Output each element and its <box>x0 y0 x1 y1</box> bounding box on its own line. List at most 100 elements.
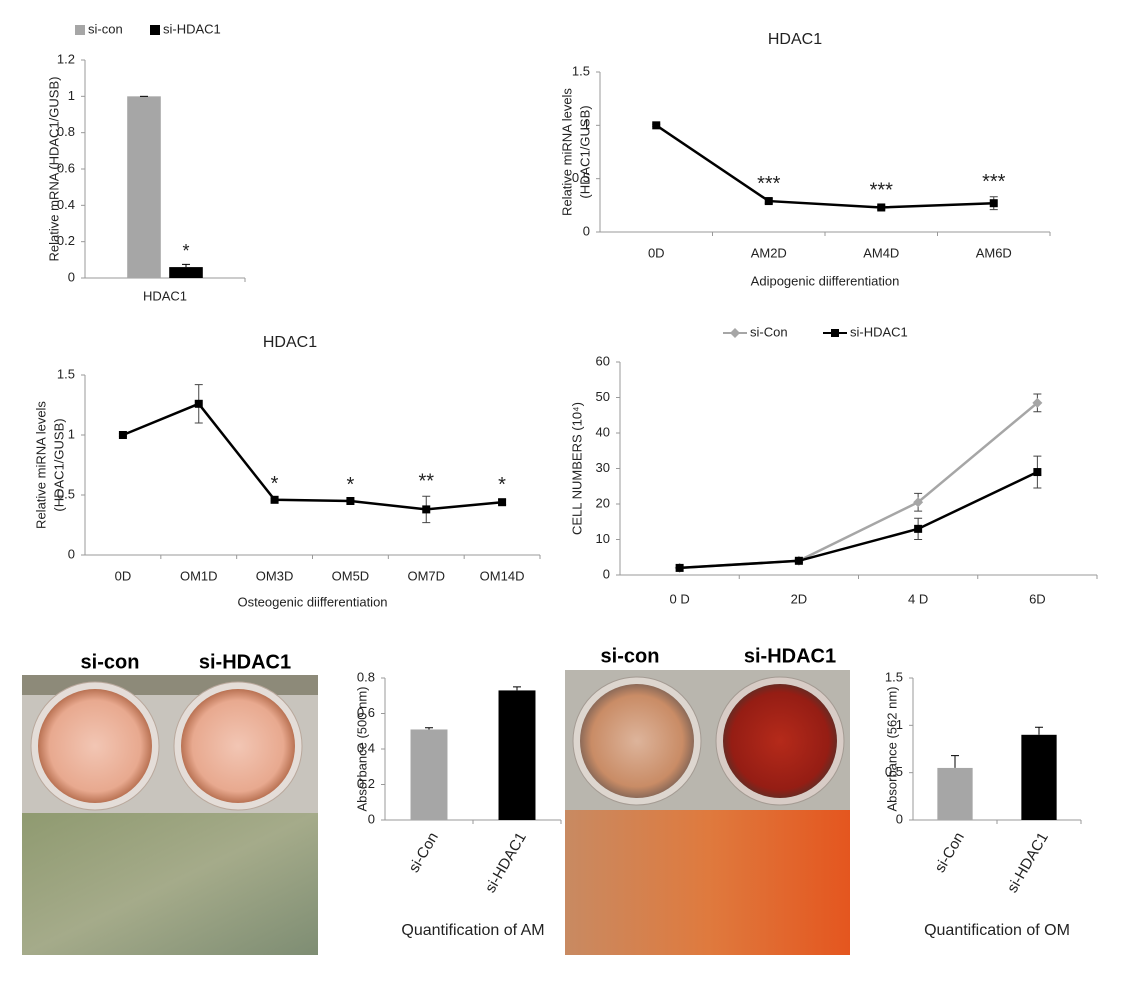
x-tick-label: AM6D <box>976 245 1012 260</box>
y-tick-label: 1.5 <box>572 63 590 78</box>
marker <box>652 121 661 130</box>
y-tick-label: 0.6 <box>57 160 75 175</box>
legend-marker <box>730 328 740 338</box>
photo-om <box>565 670 850 955</box>
y-axis-label: Absorbance (500 nm) <box>354 686 369 811</box>
marker <box>914 524 923 533</box>
marker <box>764 197 773 206</box>
x-tick-label: si-Con <box>931 829 967 875</box>
y-tick-label: 0 <box>583 223 590 238</box>
marker <box>1032 397 1043 408</box>
y-axis-label: Relative mRNA (HDAC1/GUSB) <box>46 77 61 262</box>
y-tick-label: 0.4 <box>57 197 75 212</box>
legend-label: si-Con <box>750 324 788 339</box>
y-tick-label: 0.6 <box>357 705 375 720</box>
y-tick-label: 0.5 <box>57 486 75 501</box>
y-tick-label: 10 <box>596 531 610 546</box>
x-axis-label: Quantification of AM <box>401 922 544 939</box>
error-bar <box>951 755 959 768</box>
x-axis-label: Adipogenic diifferentiation <box>751 273 900 288</box>
y-tick-label: 50 <box>596 389 610 404</box>
y-tick-label: 0.8 <box>357 669 375 684</box>
x-tick-label: si-Con <box>405 829 441 875</box>
bar <box>937 767 973 820</box>
y-tick-label: 0.5 <box>572 170 590 185</box>
annotation: * <box>498 474 506 496</box>
y-tick-label: 1 <box>896 717 903 732</box>
photo-label: si-HDAC1 <box>199 651 291 673</box>
legend-label: si-HDAC1 <box>850 324 908 339</box>
line <box>679 401 1039 570</box>
bar <box>169 267 203 278</box>
chart-title: HDAC1 <box>768 31 822 48</box>
y-tick-label: 30 <box>596 460 610 475</box>
annotation: *** <box>982 171 1006 193</box>
bar <box>410 729 448 820</box>
y-tick-label: 60 <box>596 353 610 368</box>
marker <box>877 203 886 212</box>
y-axis-label: (HDAC1/GUSB) <box>577 105 592 198</box>
error-bar <box>182 263 190 268</box>
y-tick-label: 0 <box>368 811 375 826</box>
legend-swatch <box>75 25 85 35</box>
y-tick-label: 0 <box>68 546 75 561</box>
legend-marker <box>831 329 839 337</box>
marker <box>270 495 279 504</box>
y-tick-label: 1.5 <box>885 669 903 684</box>
marker <box>194 399 203 408</box>
x-tick-label: HDAC1 <box>143 288 187 303</box>
x-tick-label: AM4D <box>863 245 899 260</box>
y-tick-label: 0 <box>603 566 610 581</box>
annotation: *** <box>870 180 894 202</box>
x-tick-label: OM5D <box>332 568 370 583</box>
marker <box>1033 468 1042 477</box>
y-tick-label: 1.5 <box>57 366 75 381</box>
line <box>679 470 1038 570</box>
bar <box>127 96 161 278</box>
marker <box>675 563 684 572</box>
annotation: * <box>271 473 279 495</box>
y-tick-label: 1 <box>68 88 75 103</box>
legend-swatch <box>150 25 160 35</box>
y-tick-label: 0.2 <box>57 233 75 248</box>
error-bar <box>1035 726 1043 735</box>
x-tick-label: OM7D <box>407 568 445 583</box>
line <box>655 124 994 209</box>
x-tick-label: 2D <box>791 591 808 606</box>
photo-label: si-HDAC1 <box>744 645 836 667</box>
annotation: ** <box>418 470 434 492</box>
line <box>122 402 503 511</box>
marker <box>346 497 355 505</box>
x-tick-label: OM3D <box>256 568 294 583</box>
marker <box>498 498 507 507</box>
y-axis-label: Absorbance (562 nm) <box>884 686 899 811</box>
annotation: * <box>347 474 355 496</box>
y-tick-label: 1 <box>68 426 75 441</box>
x-axis-label: Osteogenic diifferentiation <box>237 594 387 609</box>
y-axis-label: CELL NUMBERS (10⁴) <box>569 402 584 535</box>
y-tick-label: 20 <box>596 495 610 510</box>
x-tick-label: 0 D <box>670 591 690 606</box>
x-tick-label: OM14D <box>480 568 525 583</box>
marker <box>989 199 998 208</box>
x-tick-label: OM1D <box>180 568 218 583</box>
marker <box>118 431 127 439</box>
y-tick-label: 0.2 <box>357 776 375 791</box>
chart-title: HDAC1 <box>263 334 317 351</box>
annotation: *** <box>757 173 781 195</box>
y-tick-label: 0 <box>68 269 75 284</box>
y-tick-label: 1 <box>583 117 590 132</box>
legend-label: si-HDAC1 <box>163 21 221 36</box>
marker <box>422 505 431 514</box>
x-axis-label: Quantification of OM <box>924 922 1070 939</box>
x-tick-label: 4 D <box>908 591 928 606</box>
y-tick-label: 0.4 <box>357 740 375 755</box>
error-bar <box>425 727 433 730</box>
y-tick-label: 40 <box>596 424 610 439</box>
marker <box>913 497 924 508</box>
y-tick-label: 0 <box>896 811 903 826</box>
photo-am <box>22 675 318 955</box>
x-tick-label: AM2D <box>751 245 787 260</box>
error-bar <box>513 686 521 691</box>
